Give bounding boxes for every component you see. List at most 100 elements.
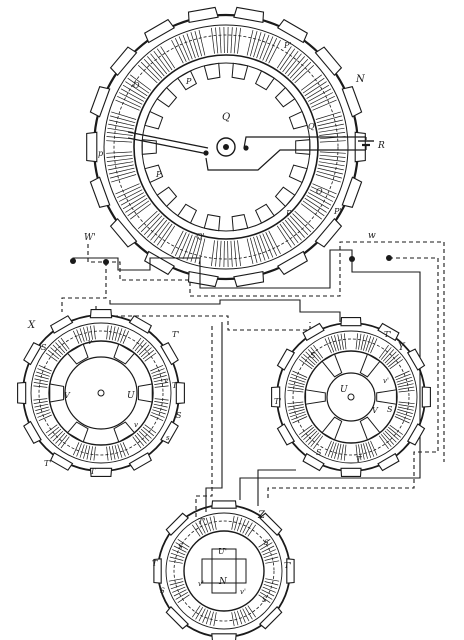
generator-coil-winding: [318, 127, 345, 133]
motor-z-coil-winding: [242, 520, 250, 534]
motor-x-coil-winding: [36, 371, 50, 377]
label-Y-T1: T': [384, 330, 392, 339]
motor-y-inner: [304, 350, 398, 444]
motor-z-outer-tooth: [258, 512, 283, 537]
generator-coil-winding: [265, 232, 278, 256]
motor-x-coil-winding: [50, 428, 62, 439]
generator-coil-winding: [300, 74, 323, 91]
motor-y-coil-winding: [389, 359, 404, 370]
generator-coil-winding: [318, 161, 345, 167]
generator-coil-winding: [282, 221, 299, 244]
generator-coil-winding: [246, 238, 254, 264]
motor-y-coil-winding: [340, 444, 344, 461]
generator-coil-winding: [108, 123, 134, 130]
motor-x-coil-winding: [140, 347, 152, 358]
motor-y-outer-tooth: [271, 386, 281, 408]
generator-coil-winding: [315, 111, 341, 120]
generator-coil-winding: [265, 38, 278, 62]
label-Y-S2: S: [387, 405, 393, 414]
label-Oa: O: [133, 81, 140, 90]
generator-coil-winding: [287, 217, 305, 238]
generator-outer-tooth: [341, 176, 363, 208]
motor-y-coil-winding: [360, 334, 365, 351]
label-X-U: U: [127, 391, 135, 401]
generator-coil-winding: [230, 27, 233, 54]
generator-coil-winding: [315, 174, 341, 183]
generator-coil-winding: [178, 36, 190, 61]
brush-contact-right: [243, 145, 249, 151]
label-Pb: P: [155, 170, 162, 179]
motor-z-outer-tooth: [211, 500, 237, 509]
motor-x: X U V v v T' T T' T S S s v': [17, 309, 185, 477]
motor-y-coil-winding: [288, 406, 305, 411]
label-Y-S3: S: [316, 448, 322, 457]
motor-z-coil-winding: [234, 611, 239, 626]
motor-z-coil-winding: [260, 542, 273, 551]
generator-inner-pole: [254, 70, 275, 91]
motor-y-coil-winding: [324, 338, 332, 354]
generator-coil-winding: [143, 215, 163, 236]
wire-w-dashed: [267, 257, 439, 500]
generator-coil-winding: [190, 32, 199, 58]
motor-x-coil-winding: [83, 327, 88, 341]
generator-inner-pole: [295, 139, 311, 155]
generator-coil-winding: [312, 183, 337, 195]
generator-coil-winding: [287, 56, 305, 77]
motor-x-coils: [33, 325, 169, 461]
generator-shaft-core: [223, 144, 229, 150]
motor-y-coil-winding: [367, 337, 375, 353]
motor-x-coil-winding: [36, 409, 50, 415]
label-Y-V: V: [372, 406, 379, 415]
motor-z-coil-winding: [170, 583, 185, 590]
generator-coil-winding: [282, 50, 299, 73]
generator-coil-winding: [140, 213, 160, 233]
motor-x-coil-winding: [132, 337, 142, 350]
generator-coil-winding: [259, 234, 270, 260]
generator-coil-winding: [308, 192, 332, 206]
generator-coil-winding: [150, 53, 168, 75]
motor-y-coil-winding: [380, 347, 392, 360]
motor-x-coil-winding: [106, 446, 109, 461]
motor-z-coil-winding: [170, 552, 185, 559]
generator-coil-winding: [137, 210, 158, 230]
generator-coil-winding: [302, 200, 325, 217]
motor-x-coil-winding: [138, 344, 150, 356]
motor-z-coil-winding: [209, 516, 214, 531]
generator-coil-winding: [147, 217, 165, 238]
motor-y-coil-winding: [395, 373, 411, 381]
motor-x-inner-pole: [49, 383, 65, 403]
motor-y-coil-winding: [334, 335, 339, 351]
label-Q1b: Q': [196, 232, 205, 241]
motor-z-coil-winding: [247, 605, 256, 618]
motor-z-coil-winding: [173, 545, 187, 553]
motor-y-coil-winding: [398, 389, 415, 393]
motor-x-coil-winding: [114, 327, 119, 341]
motor-y-coil-winding: [305, 430, 318, 443]
generator-outer-tooth: [109, 46, 138, 77]
motor-y-coil-winding: [382, 432, 395, 445]
motor-z-coil-winding: [172, 586, 186, 593]
motor-z-coil-winding: [213, 515, 217, 530]
generator-coil-winding: [319, 158, 346, 162]
motor-y-coil-winding: [358, 444, 362, 461]
label-Pa: P: [185, 77, 192, 86]
motor-x-coil-winding: [79, 328, 85, 342]
generator-outer-tooth: [314, 217, 343, 248]
motor-y-coil-winding: [337, 443, 342, 460]
generator-coil-winding: [304, 81, 327, 97]
motor-z-coil-winding: [242, 608, 250, 622]
motor-x-coil-winding: [153, 375, 167, 380]
motor-z-coil-winding: [213, 612, 217, 627]
motor-x-coil-winding: [151, 412, 165, 418]
generator-coil-winding: [143, 58, 163, 79]
motor-x-coil-winding: [33, 382, 48, 385]
motor-z-coil-winding: [231, 515, 235, 530]
motor-x-coil-winding: [47, 426, 60, 437]
motor-z-outer-tooth: [165, 605, 190, 630]
generator-coil-winding: [215, 27, 219, 54]
motor-y-coil-winding: [301, 356, 314, 368]
generator-coil-winding: [198, 30, 206, 56]
motor-x-coil-winding: [79, 444, 85, 458]
motor-x-coil-winding: [134, 434, 145, 447]
motor-z-coil-winding: [175, 542, 188, 551]
